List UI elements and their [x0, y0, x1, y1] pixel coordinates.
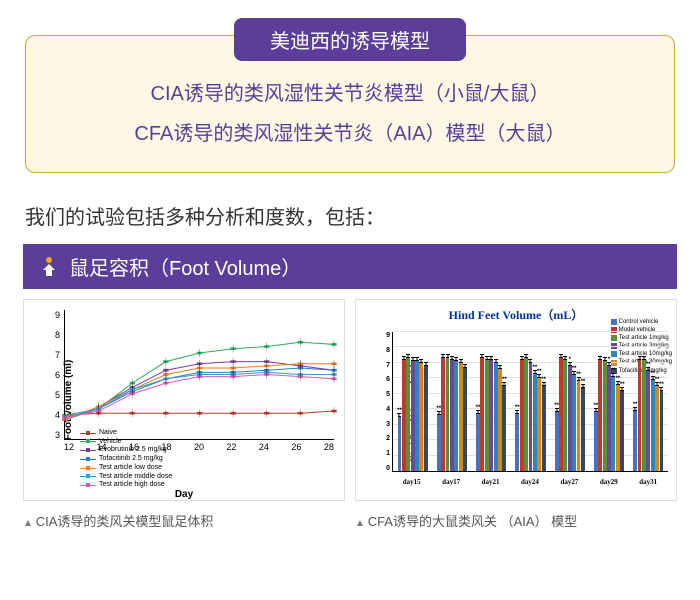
subtitle: 我们的试验包括多种分析和度数，包括： [25, 201, 685, 230]
section-bar: 鼠足容积（Foot Volume） [23, 244, 677, 289]
header-line-2: CFA诱导的类风湿性关节炎（AIA）模型（大鼠） [46, 114, 654, 154]
caption-right: CFA诱导的大鼠类风关 （AIA） 模型 [355, 511, 677, 530]
header-box: 美迪西的诱导模型 CIA诱导的类风湿性关节炎模型（小鼠/大鼠） CFA诱导的类风… [25, 35, 675, 173]
captions-row: CIA诱导的类风关模型鼠足体积 CFA诱导的大鼠类风关 （AIA） 模型 [15, 509, 685, 540]
line-plot-area [64, 310, 334, 440]
header-line-1: CIA诱导的类风湿性关节炎模型（小鼠/大鼠） [46, 74, 654, 114]
charts-row: Foot volume (ml) 3456789 121416182022242… [15, 289, 685, 509]
line-legend: NaiveVehicleEvobrutinib 2.5 mg/kgTofacit… [80, 429, 172, 490]
line-chart: Foot volume (ml) 3456789 121416182022242… [23, 299, 345, 501]
bar-xticks: day15day17day21day24day27day29day31 [392, 478, 668, 486]
header-badge: 美迪西的诱导模型 [234, 18, 466, 61]
person-icon [37, 255, 61, 279]
line-xlabel: Day [175, 489, 193, 500]
bar-plot-area: ****************************************… [392, 332, 668, 472]
caption-left: CIA诱导的类风关模型鼠足体积 [23, 511, 345, 530]
bar-chart: Hind Feet Volume（mL） Hind Feet Volume （m… [355, 299, 677, 501]
section-title: 鼠足容积（Foot Volume） [69, 252, 301, 281]
bar-title: Hind Feet Volume（mL） [449, 306, 584, 323]
bar-yticks: 0123456789 [380, 332, 390, 472]
line-yticks: 3456789 [46, 310, 60, 440]
